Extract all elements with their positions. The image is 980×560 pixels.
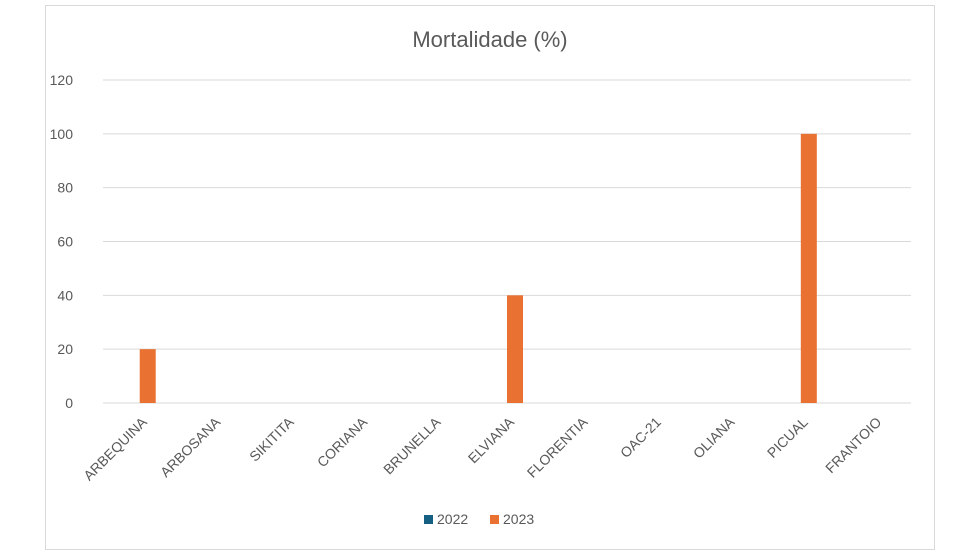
bar-2023-arbequina: [139, 349, 156, 403]
bars: [139, 133, 817, 403]
x-tick-label: FRANTOIO: [822, 414, 884, 476]
x-tick-label: ELVIANA: [465, 413, 518, 466]
chart-title: Mortalidade (%): [412, 27, 567, 52]
x-axis-ticks: ARBEQUINA ARBOSANA SIKITITA CORIANA BRUNELLA…: [80, 413, 884, 483]
x-tick-label: OLIANA: [690, 413, 738, 461]
y-tick-label: 80: [57, 180, 73, 196]
chart-canvas: Mortalidade (%) 0 20 40 60 80 100 120 ARBEQUIN…: [50, 27, 911, 527]
y-axis-ticks: 0 20 40 60 80 100 120: [50, 72, 74, 411]
y-tick-label: 0: [65, 395, 73, 411]
legend: 2022 2023: [424, 511, 534, 527]
x-tick-label: FLORENTIA: [524, 413, 591, 480]
y-tick-label: 120: [50, 72, 74, 88]
y-tick-label: 40: [57, 287, 73, 303]
x-tick-label: BRUNELLA: [380, 413, 444, 477]
legend-label-2022: 2022: [437, 511, 468, 527]
x-tick-label: SIKITITA: [246, 413, 297, 464]
y-tick-label: 20: [57, 341, 73, 357]
y-tick-label: 60: [57, 234, 73, 250]
x-tick-label: OAC-21: [617, 414, 664, 461]
x-tick-label: ARBEQUINA: [80, 413, 150, 483]
x-tick-label: PICUAL: [764, 414, 811, 461]
x-tick-label: ARBOSANA: [157, 413, 224, 480]
legend-swatch-2023: [490, 515, 499, 524]
chart-frame: Mortalidade (%) 0 20 40 60 80 100 120 ARBEQUIN…: [45, 5, 935, 550]
bar-2023-picual: [800, 133, 817, 403]
x-tick-label: CORIANA: [314, 413, 371, 470]
bar-2023-elviana: [507, 295, 523, 403]
y-tick-label: 100: [50, 126, 74, 142]
legend-label-2023: 2023: [503, 511, 534, 527]
legend-swatch-2022: [424, 515, 433, 524]
